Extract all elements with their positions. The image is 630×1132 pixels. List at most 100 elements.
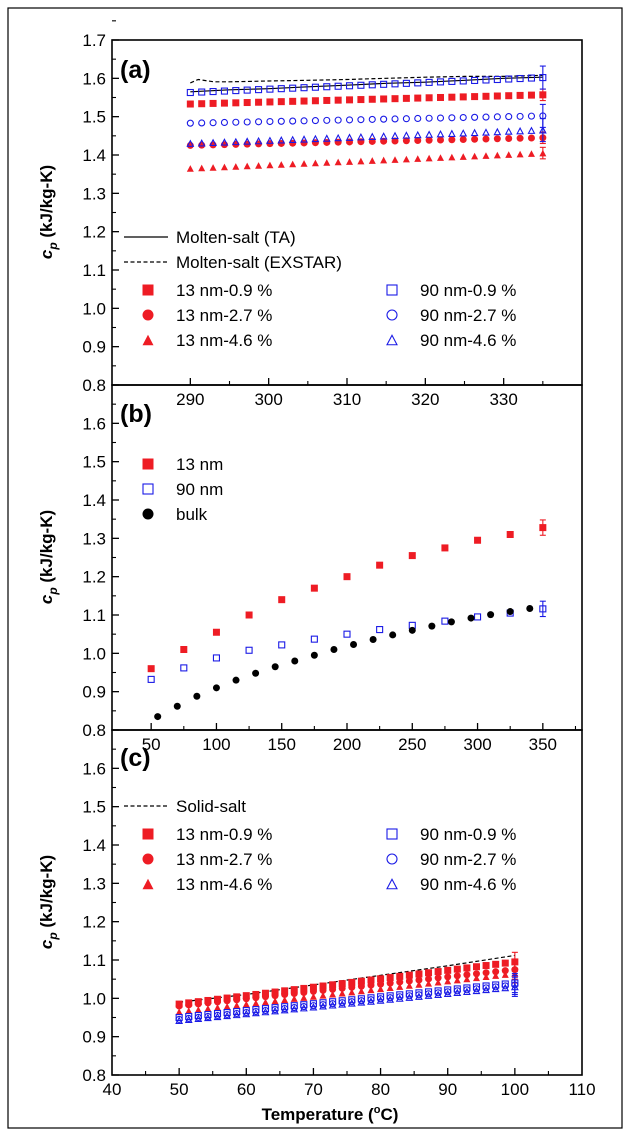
data-point bbox=[434, 987, 442, 995]
y-axis-units-c: (kJ/kg-K) bbox=[37, 855, 56, 932]
data-point bbox=[277, 117, 285, 125]
figure-border bbox=[7, 7, 623, 1129]
y-tick-label-b: 1.6 bbox=[82, 414, 106, 433]
data-point bbox=[405, 971, 413, 979]
data-point bbox=[193, 692, 201, 700]
data-point bbox=[271, 1006, 279, 1015]
data-point bbox=[343, 630, 351, 638]
legend-entry-c-13-nm-4-6: 13 nm-4.6 % bbox=[142, 875, 272, 894]
y-tick-label-a: 1.5 bbox=[82, 108, 106, 127]
data-point bbox=[261, 993, 269, 1001]
data-point bbox=[441, 617, 449, 625]
data-point bbox=[402, 79, 410, 87]
data-point bbox=[261, 998, 269, 1006]
data-point bbox=[380, 95, 388, 103]
data-point bbox=[310, 584, 318, 592]
series-c-13-nm-2-7 bbox=[175, 959, 519, 1010]
data-point bbox=[505, 134, 513, 142]
data-point bbox=[425, 975, 433, 983]
data-point bbox=[212, 628, 220, 636]
data-point bbox=[444, 977, 452, 985]
data-point bbox=[311, 83, 319, 91]
data-point bbox=[386, 984, 394, 991]
data-point bbox=[266, 85, 274, 93]
y-axis-title-a: cp (kJ/kg-K) bbox=[37, 165, 60, 259]
data-point bbox=[300, 994, 308, 1001]
data-point bbox=[243, 118, 251, 126]
series-c-90-nm-4-6 bbox=[175, 976, 519, 1024]
data-point bbox=[357, 987, 365, 995]
y-axis-title-c: cp (kJ/kg-K) bbox=[37, 855, 60, 949]
data-point bbox=[391, 95, 399, 103]
data-point bbox=[424, 991, 433, 999]
data-point bbox=[414, 79, 422, 87]
data-point bbox=[243, 99, 251, 107]
legend-label: 13 nm bbox=[176, 455, 223, 474]
x-tick-label-c: 40 bbox=[103, 1080, 122, 1099]
data-point bbox=[300, 988, 308, 996]
data-point bbox=[376, 626, 384, 634]
data-point bbox=[204, 999, 212, 1007]
data-point bbox=[278, 641, 286, 649]
data-point bbox=[386, 992, 394, 1000]
data-point bbox=[290, 995, 298, 1002]
data-point bbox=[309, 993, 317, 1000]
data-point bbox=[527, 150, 535, 157]
data-point bbox=[424, 990, 433, 998]
data-point bbox=[271, 1006, 279, 1014]
data-point bbox=[428, 622, 436, 630]
series-layer-a bbox=[186, 65, 547, 172]
data-point bbox=[436, 114, 445, 122]
data-point bbox=[386, 994, 394, 1002]
data-point bbox=[348, 978, 356, 986]
data-point bbox=[463, 975, 471, 983]
data-point bbox=[319, 1002, 327, 1010]
data-point bbox=[527, 134, 535, 142]
data-point bbox=[396, 983, 404, 990]
series-a-13-nm-2-7 bbox=[186, 131, 547, 149]
data-point bbox=[377, 985, 385, 993]
data-point bbox=[242, 1008, 250, 1017]
data-point bbox=[233, 996, 241, 1004]
data-point bbox=[527, 126, 536, 134]
data-point bbox=[408, 626, 416, 634]
data-point bbox=[482, 982, 490, 990]
data-point bbox=[357, 81, 365, 89]
data-point bbox=[414, 94, 422, 102]
data-point bbox=[505, 113, 513, 121]
x-tick-label-c: 90 bbox=[438, 1080, 457, 1099]
data-point bbox=[471, 152, 479, 160]
data-point bbox=[278, 596, 286, 604]
legend-entry-c-13-nm-2-7: 13 nm-2.7 % bbox=[142, 850, 272, 869]
legend-marker bbox=[142, 483, 154, 495]
data-point bbox=[330, 646, 338, 653]
data-point bbox=[173, 702, 181, 710]
y-tick-label-c: 0.9 bbox=[82, 1028, 106, 1047]
data-point bbox=[459, 77, 467, 85]
data-point bbox=[186, 100, 194, 108]
data-point bbox=[323, 83, 331, 91]
data-point bbox=[245, 646, 253, 654]
legend-marker bbox=[386, 309, 398, 321]
data-point bbox=[338, 980, 346, 988]
data-point bbox=[175, 1015, 183, 1023]
x-tick-label-b: 350 bbox=[529, 735, 557, 754]
legend-marker bbox=[386, 878, 398, 890]
data-point bbox=[415, 989, 423, 997]
data-point bbox=[180, 646, 188, 653]
data-point bbox=[346, 158, 354, 165]
y-tick-label-c: 0.8 bbox=[82, 1066, 106, 1085]
legend-marker bbox=[142, 284, 154, 296]
data-point bbox=[459, 153, 467, 160]
legend-label: 13 nm-2.7 % bbox=[176, 850, 272, 869]
legend-entry-a-13-nm-0-9: 13 nm-0.9 % bbox=[142, 281, 272, 300]
y-tick-label-c: 1.5 bbox=[82, 798, 106, 817]
ticks-c: 0.8 0.9 1.0 1.1 1.2 1.3 1.4 1.5 1.6 40 50 60 70 80 90 1… bbox=[82, 748, 596, 1099]
data-point bbox=[425, 154, 433, 162]
data-point bbox=[197, 139, 206, 147]
data-point bbox=[425, 94, 433, 102]
data-point bbox=[334, 96, 342, 104]
data-point bbox=[501, 982, 509, 990]
data-point bbox=[281, 996, 289, 1004]
data-point bbox=[300, 117, 308, 125]
